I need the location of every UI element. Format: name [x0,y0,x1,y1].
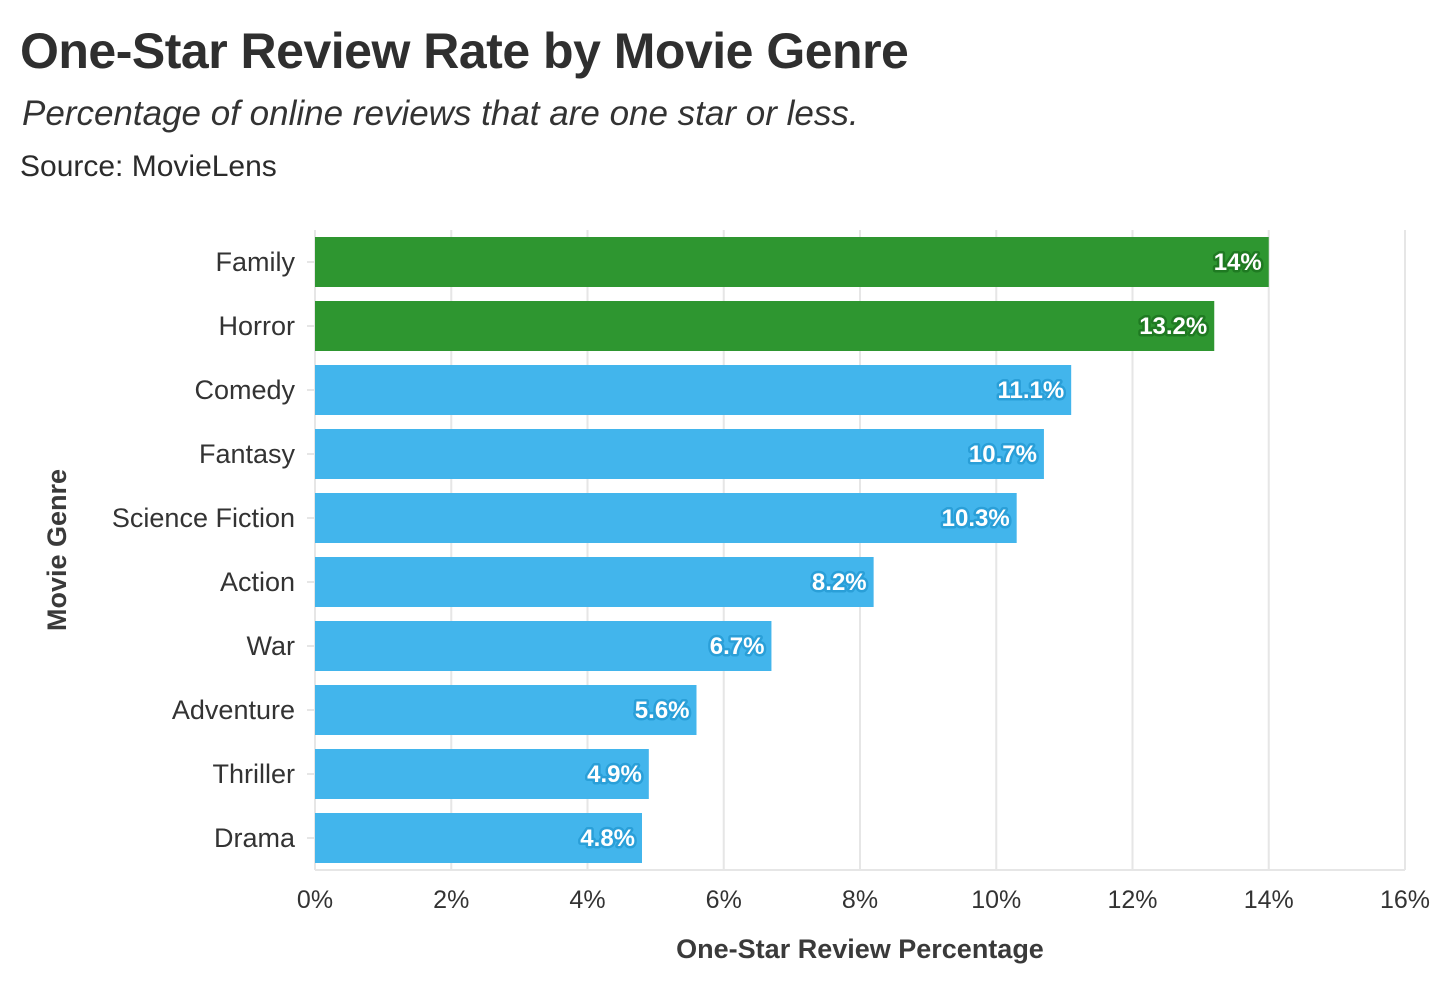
data-label: 5.6% [635,697,690,724]
data-label: 8.2% [812,569,867,596]
x-tick-label: 4% [569,886,605,914]
category-label: Fantasy [199,439,296,469]
bar [315,813,642,863]
category-label: Drama [214,823,296,853]
data-label: 11.1% [997,377,1064,404]
x-tick-label: 2% [433,886,469,914]
bar [315,621,772,671]
x-tick-label: 8% [842,886,878,914]
bar [315,685,697,735]
category-label: Thriller [212,759,295,789]
category-label: Family [216,247,296,277]
x-tick-label: 14% [1244,886,1294,914]
bars [315,237,1269,863]
bar [315,429,1044,479]
bar [315,365,1072,415]
x-tick-label: 12% [1107,886,1157,914]
bar [315,493,1017,543]
x-axis-title: One-Star Review Percentage [676,934,1044,964]
x-tick-label: 16% [1380,886,1430,914]
data-label: 4.8% [580,825,635,852]
data-label: 6.7% [710,633,765,660]
bar [315,557,874,607]
category-label: Action [220,567,295,597]
x-tick-label: 10% [971,886,1021,914]
data-label: 10.7% [969,441,1037,468]
x-tick-label: 6% [706,886,742,914]
y-axis-title: Movie Genre [42,469,72,631]
category-label: Comedy [194,375,295,405]
chart-source: Source: MovieLens [20,150,277,183]
bar [315,749,649,799]
bar [315,301,1215,351]
data-label: 14% [1214,249,1262,276]
category-label: Horror [218,311,295,341]
data-labels: 14% 13.2% 11.1% 10.7% 10.3% 8.2% 6.7% 5.6% 4.9% 4… [578,247,1264,855]
bar [315,237,1269,287]
data-label: 10.3% [942,505,1010,532]
x-tick-labels: 0% 2% 4% 6% 8% 10% 12% 14% 16% [297,886,1430,914]
data-label: 4.9% [587,761,642,788]
category-label: Adventure [172,695,295,725]
category-labels: Family Horror Comedy Fantasy Science Fiction… [112,247,296,853]
category-label: Science Fiction [112,503,295,533]
chart-subtitle: Percentage of online reviews that are on… [22,94,859,133]
x-tick-label: 0% [297,886,333,914]
data-label: 13.2% [1139,313,1207,340]
chart-title: One-Star Review Rate by Movie Genre [20,23,909,79]
category-label: War [247,631,296,661]
